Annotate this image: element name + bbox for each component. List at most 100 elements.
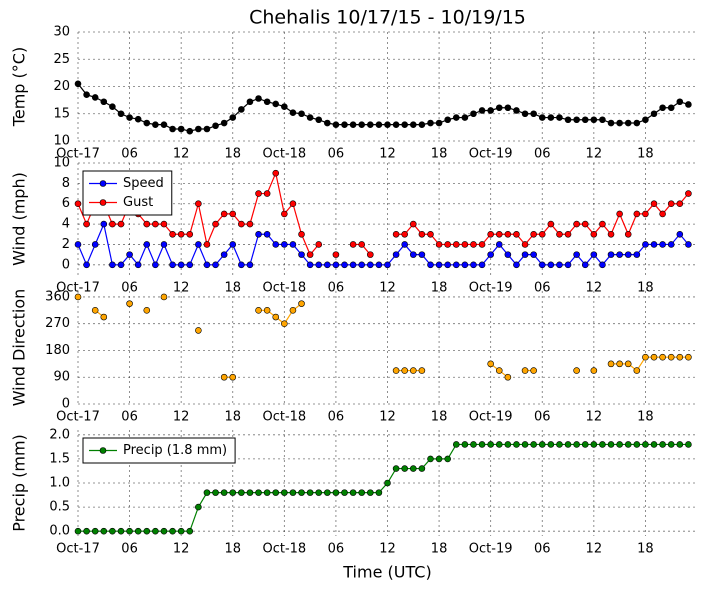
x-tick-label: 06: [534, 281, 551, 296]
x-tick-label: Oct-18: [262, 410, 306, 425]
data-point: [418, 465, 426, 472]
data-point: [452, 241, 460, 248]
data-point: [152, 527, 159, 535]
data-point: [599, 441, 606, 448]
y-tick-label: 0.0: [49, 524, 70, 539]
data-point: [238, 261, 245, 269]
data-point: [547, 441, 555, 448]
data-point: [152, 121, 159, 128]
data-point: [564, 441, 572, 448]
data-point: [143, 307, 151, 314]
x-tick-label: 12: [173, 147, 190, 162]
data-point: [272, 169, 280, 177]
x-tick-label: 12: [586, 410, 603, 425]
data-point: [659, 104, 666, 112]
data-point: [667, 104, 675, 112]
x-tick-label: Oct-17: [56, 147, 100, 162]
y-tick-label: 30: [53, 25, 70, 40]
data-point: [255, 307, 262, 314]
data-point: [633, 367, 641, 374]
data-point: [229, 241, 237, 248]
data-point: [281, 241, 288, 248]
data-point: [341, 261, 348, 269]
data-point: [624, 251, 632, 258]
data-point: [642, 116, 649, 124]
x-tick-label: 06: [121, 147, 138, 162]
x-tick-label: 18: [224, 410, 241, 425]
data-point: [504, 230, 512, 238]
data-point: [367, 121, 374, 128]
data-point: [676, 98, 684, 106]
data-point: [246, 220, 254, 228]
data-point: [495, 241, 503, 248]
data-point: [487, 251, 494, 258]
data-point: [134, 115, 142, 123]
data-point: [109, 527, 116, 535]
data-point: [409, 465, 417, 472]
series-line: [258, 303, 302, 325]
data-point: [547, 220, 555, 228]
data-point: [487, 107, 494, 114]
data-point: [547, 261, 555, 269]
data-point: [521, 441, 529, 448]
x-tick-label: Oct-19: [469, 281, 513, 296]
y-tick-label: 270: [45, 316, 70, 331]
data-point: [642, 210, 649, 218]
data-point: [573, 367, 580, 374]
data-point: [117, 527, 125, 535]
data-point: [289, 489, 297, 496]
y-tick-label: 0: [62, 397, 70, 412]
data-point: [401, 241, 408, 248]
data-point: [427, 119, 434, 127]
data-point: [616, 210, 623, 218]
data-point: [452, 114, 460, 121]
y-tick-label: 6: [62, 196, 70, 211]
data-point: [581, 261, 589, 269]
data-point: [444, 455, 451, 463]
y-tick-label: 25: [53, 52, 70, 67]
data-point: [229, 489, 237, 496]
data-point: [203, 125, 211, 133]
data-point: [435, 261, 443, 269]
y-tick-label: 1.5: [49, 451, 70, 466]
chart-title: Chehalis 10/17/15 - 10/19/15: [249, 7, 526, 29]
x-tick-label: 18: [431, 410, 448, 425]
x-tick-label: 12: [379, 410, 396, 425]
data-point: [195, 200, 202, 208]
y-axis-label: Precip (mm): [10, 434, 29, 532]
data-point: [263, 307, 271, 314]
data-point: [229, 210, 237, 218]
data-point: [255, 230, 262, 238]
data-point: [186, 127, 194, 135]
data-point: [177, 527, 185, 535]
data-point: [401, 230, 408, 238]
data-point: [616, 441, 623, 448]
data-point: [478, 261, 486, 269]
data-point: [91, 527, 99, 535]
data-point: [521, 367, 529, 374]
data-point: [650, 441, 658, 448]
data-point: [109, 103, 116, 110]
data-point: [513, 107, 520, 114]
data-point: [659, 441, 666, 448]
data-point: [590, 230, 598, 238]
data-point: [324, 261, 331, 269]
data-point: [358, 241, 366, 248]
data-point: [607, 119, 615, 127]
data-point: [676, 441, 684, 448]
data-point: [212, 261, 219, 269]
data-point: [633, 441, 641, 448]
data-point: [272, 313, 280, 321]
data-point: [495, 104, 503, 112]
data-point: [74, 241, 82, 248]
data-point: [255, 95, 262, 102]
data-point: [478, 441, 486, 448]
data-point: [676, 230, 684, 238]
data-point: [83, 91, 90, 98]
data-point: [358, 261, 366, 269]
data-point: [212, 122, 219, 130]
data-point: [74, 293, 82, 301]
data-point: [573, 441, 580, 448]
x-tick-label: 18: [431, 281, 448, 296]
data-point: [599, 261, 606, 269]
